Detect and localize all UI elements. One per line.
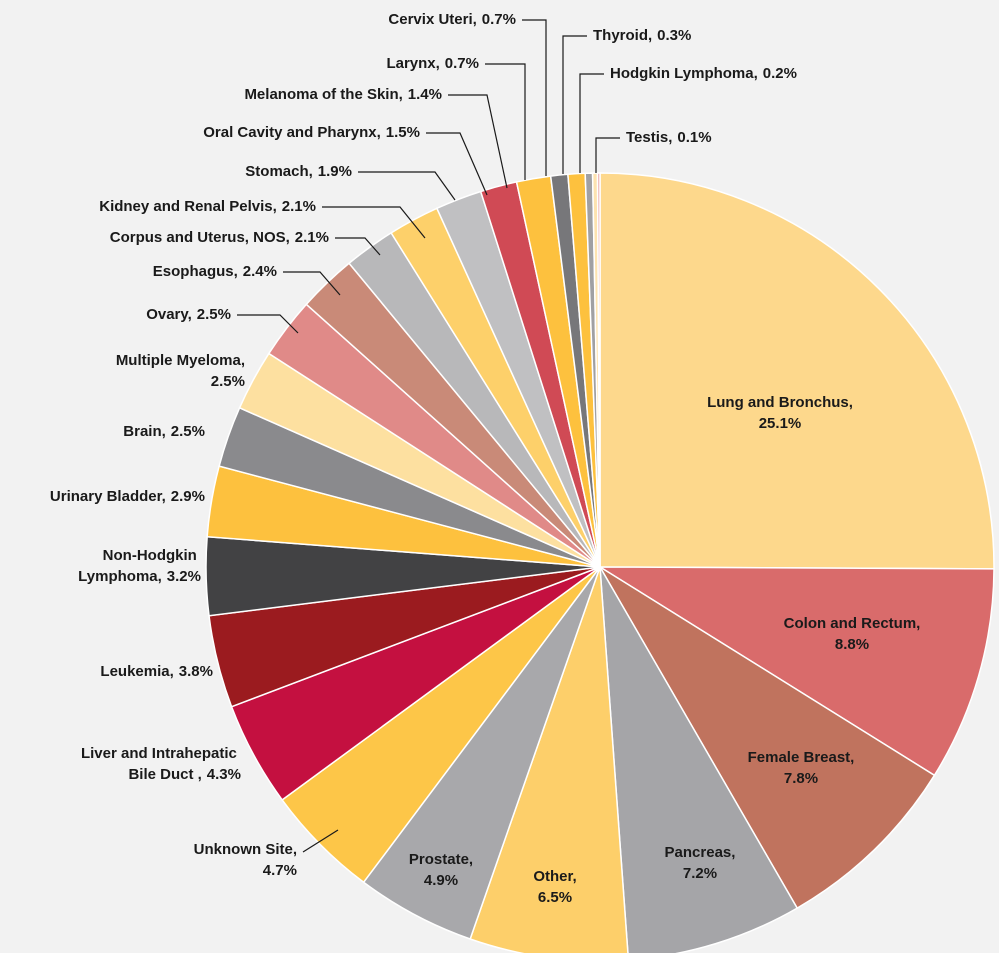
category-label: Larynx, [386, 55, 439, 72]
pie-slice [469, 566, 629, 953]
slice-label: Esophagus, 2.4% [153, 263, 277, 280]
category-label: Melanoma of the Skin, [244, 86, 402, 103]
category-label: Leukemia, [100, 663, 173, 680]
slice-label: Brain, 2.5% [123, 423, 205, 440]
value-label: 3.2% [167, 568, 201, 585]
leader-line [595, 137, 620, 173]
slice-label: Melanoma of the Skin, 1.4% [244, 86, 442, 103]
value-label: 8.8% [835, 636, 869, 653]
value-label: 2.5% [197, 306, 231, 323]
value-label: 4.9% [424, 872, 458, 889]
category-label: Non-Hodgkin Lymphoma, [78, 547, 201, 585]
category-label: Testis, [626, 129, 672, 146]
slice-label: Leukemia, 3.8% [100, 663, 213, 680]
slice-label: Cervix Uteri, 0.7% [388, 11, 516, 28]
value-label: 0.7% [445, 55, 479, 72]
slice-label: Non-Hodgkin Lymphoma, 3.2% [78, 547, 201, 585]
category-label: Female Breast, [748, 749, 855, 766]
value-label: 0.3% [657, 27, 691, 44]
value-label: 6.5% [538, 889, 572, 906]
category-label: Oral Cavity and Pharynx, [203, 124, 381, 141]
category-label: Corpus and Uterus, NOS, [110, 229, 290, 246]
category-label: Kidney and Renal Pelvis, [99, 198, 277, 215]
value-label: 2.5% [211, 373, 245, 390]
slice-label: Unknown Site, 4.7% [194, 841, 297, 879]
value-label: 2.4% [243, 263, 277, 280]
slice-label: Multiple Myeloma, 2.5% [116, 352, 245, 390]
leader-line [302, 829, 339, 853]
slice-label: Hodgkin Lymphoma, 0.2% [610, 65, 797, 82]
slice-label: Larynx, 0.7% [386, 55, 479, 72]
value-label: 4.3% [207, 766, 241, 783]
category-label: Other, [533, 868, 576, 885]
value-label: 4.7% [263, 862, 297, 879]
slice-label: Corpus and Uterus, NOS, 2.1% [110, 229, 329, 246]
slice-label: Other, 6.5% [533, 868, 576, 906]
leader-line [426, 132, 488, 196]
slice-label: Pancreas, 7.2% [665, 844, 736, 882]
category-label: Pancreas, [665, 844, 736, 861]
slice-label: Colon and Rectum, 8.8% [784, 615, 921, 653]
leader-line [237, 314, 299, 334]
value-label: 7.2% [683, 865, 717, 882]
category-label: Urinary Bladder, [50, 488, 166, 505]
slice-label: Kidney and Renal Pelvis, 2.1% [99, 198, 316, 215]
category-label: Thyroid, [593, 27, 652, 44]
slice-label: Testis, 0.1% [626, 129, 712, 146]
slice-label: Thyroid, 0.3% [593, 27, 691, 44]
slice-label: Oral Cavity and Pharynx, 1.5% [203, 124, 420, 141]
value-label: 2.5% [171, 423, 205, 440]
value-label: 0.2% [763, 65, 797, 82]
value-label: 7.8% [784, 770, 818, 787]
pie-slice [599, 566, 936, 910]
value-label: 3.8% [179, 663, 213, 680]
category-label: Stomach, [245, 163, 313, 180]
category-label: Esophagus, [153, 263, 238, 280]
leader-line [322, 206, 426, 239]
value-label: 1.9% [318, 163, 352, 180]
category-label: Colon and Rectum, [784, 615, 921, 632]
leader-line [335, 237, 381, 256]
leader-line [358, 171, 456, 201]
pie-slice [597, 566, 995, 777]
value-label: 1.4% [408, 86, 442, 103]
value-label: 2.1% [282, 198, 316, 215]
slice-label: Lung and Bronchus, 25.1% [707, 394, 853, 432]
category-label: Multiple Myeloma, [116, 352, 245, 369]
slice-label: Liver and Intrahepatic Bile Duct , 4.3% [81, 745, 241, 783]
category-label: Brain, [123, 423, 166, 440]
category-label: Ovary, [146, 306, 192, 323]
value-label: 2.9% [171, 488, 205, 505]
pie-slice [599, 566, 799, 953]
category-label: Hodgkin Lymphoma, [610, 65, 758, 82]
leader-line [579, 73, 604, 173]
category-label: Liver and Intrahepatic Bile Duct , [81, 745, 241, 783]
category-label: Unknown Site, [194, 841, 297, 858]
pie-slice [599, 172, 995, 570]
value-label: 25.1% [759, 415, 802, 432]
value-label: 1.5% [386, 124, 420, 141]
slice-label: Prostate, 4.9% [409, 851, 473, 889]
leader-line [448, 94, 508, 189]
slice-label: Female Breast, 7.8% [748, 749, 855, 787]
leader-line [562, 35, 587, 174]
category-label: Lung and Bronchus, [707, 394, 853, 411]
slice-label: Urinary Bladder, 2.9% [50, 488, 205, 505]
leader-line [522, 19, 547, 176]
value-label: 0.1% [677, 129, 711, 146]
leader-line [485, 63, 526, 180]
pie-slice [596, 172, 601, 568]
value-label: 0.7% [482, 11, 516, 28]
value-label: 2.1% [295, 229, 329, 246]
category-label: Prostate, [409, 851, 473, 868]
slice-label: Stomach, 1.9% [245, 163, 352, 180]
category-label: Cervix Uteri, [388, 11, 476, 28]
slice-label: Ovary, 2.5% [146, 306, 231, 323]
leader-line [283, 271, 341, 296]
